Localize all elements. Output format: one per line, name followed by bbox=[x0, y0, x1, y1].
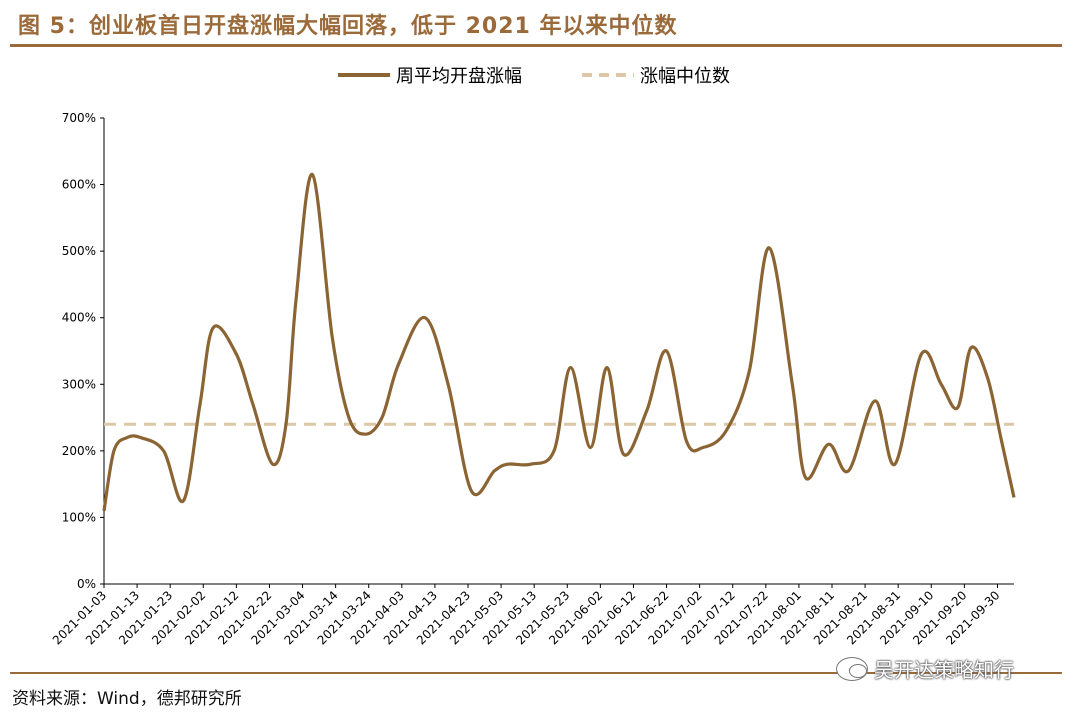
top-rule bbox=[10, 44, 1062, 47]
watermark-text: 吴开达策略知行 bbox=[874, 658, 1014, 682]
chart-legend: 周平均开盘涨幅 涨幅中位数 bbox=[338, 66, 730, 87]
y-axis: 0% 100% 200% 300% 400% 500% 600% 700% bbox=[62, 111, 105, 591]
source-note: 资料来源：Wind，德邦研究所 bbox=[12, 689, 242, 709]
y-tick-label: 300% bbox=[62, 377, 96, 391]
x-axis: 2021-01-032021-01-132021-01-232021-02-02… bbox=[50, 583, 1014, 647]
y-tick-label: 0% bbox=[77, 577, 96, 591]
legend-label-median: 涨幅中位数 bbox=[640, 66, 730, 87]
wechat-icon bbox=[836, 656, 868, 681]
legend-label-weekly-average: 周平均开盘涨幅 bbox=[396, 66, 522, 87]
y-tick-label: 100% bbox=[62, 510, 96, 524]
figure-title: 图 5：创业板首日开盘涨幅大幅回落，低于 2021 年以来中位数 bbox=[18, 14, 678, 39]
y-tick-label: 500% bbox=[62, 244, 96, 258]
y-tick-label: 200% bbox=[62, 444, 96, 458]
y-tick-label: 600% bbox=[62, 178, 96, 192]
y-tick-label: 700% bbox=[62, 111, 96, 125]
bottom-rule bbox=[10, 672, 1062, 674]
weekly-average-line bbox=[102, 172, 1016, 512]
plot-area bbox=[102, 172, 1016, 512]
watermark: 吴开达策略知行 bbox=[836, 654, 1014, 683]
y-tick-label: 400% bbox=[62, 311, 96, 325]
